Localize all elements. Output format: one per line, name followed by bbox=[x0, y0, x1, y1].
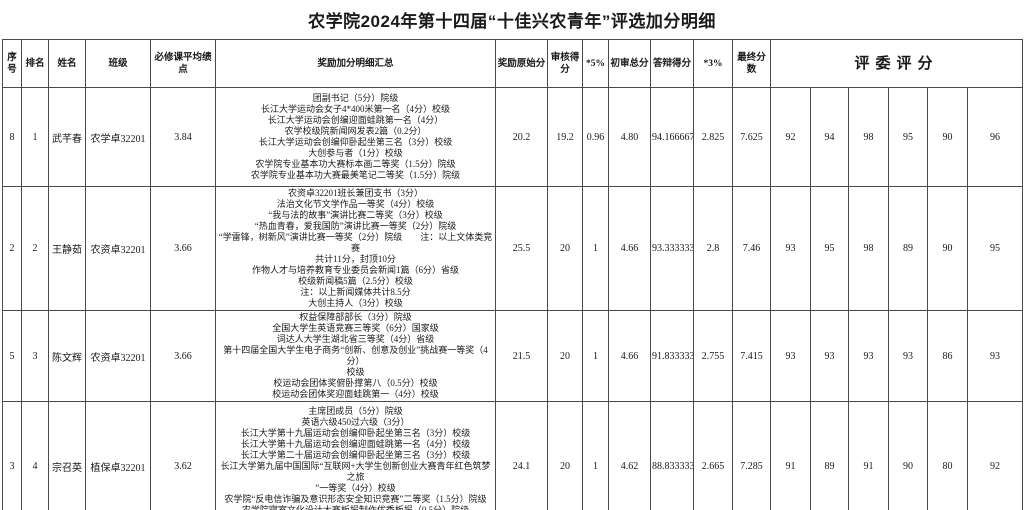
header-times3pct: *3% bbox=[693, 39, 733, 88]
judge-score-cell: 91 bbox=[848, 401, 889, 510]
header-judge-scores: 评委评分 bbox=[769, 39, 1024, 88]
header-bonus-details: 奖励加分明细汇总 bbox=[215, 39, 496, 88]
name-cell: 王静茹 bbox=[48, 186, 86, 311]
judge-score-cell: 98 bbox=[848, 87, 889, 187]
header-row: 序号 排名 姓名 班级 必修课平均绩点 奖励加分明细汇总 奖励原始分 审核得分 … bbox=[2, 39, 1024, 88]
initial-total-cell: 4.80 bbox=[608, 87, 651, 187]
header-rank: 排名 bbox=[21, 39, 49, 88]
raw-score-cell: 24.1 bbox=[495, 401, 548, 510]
class-cell: 植保卓32201 bbox=[85, 401, 151, 510]
final-score-cell: 7.625 bbox=[732, 87, 771, 187]
audit-score-cell: 20 bbox=[547, 186, 583, 311]
audit-score-cell: 20 bbox=[547, 401, 583, 510]
header-times5pct: *5% bbox=[582, 39, 609, 88]
final-score-cell: 7.46 bbox=[732, 186, 771, 311]
judge-score-cell: 90 bbox=[888, 401, 928, 510]
judge-score-cell: 92 bbox=[770, 87, 811, 187]
final-score-cell: 7.285 bbox=[732, 401, 771, 510]
judge-score-cell: 89 bbox=[888, 186, 928, 311]
header-audit-score: 审核得分 bbox=[547, 39, 583, 88]
raw-score-cell: 21.5 bbox=[495, 310, 548, 402]
serial-cell: 3 bbox=[2, 401, 22, 510]
judge-score-cell: 96 bbox=[966, 87, 1024, 187]
header-class: 班级 bbox=[85, 39, 151, 88]
judge-score-cell: 86 bbox=[927, 310, 968, 402]
serial-cell: 5 bbox=[2, 310, 22, 402]
judge-score-cell: 90 bbox=[927, 186, 968, 311]
raw-score-cell: 25.5 bbox=[495, 186, 548, 311]
header-gpa: 必修课平均绩点 bbox=[150, 39, 216, 88]
gpa-cell: 3.66 bbox=[150, 186, 216, 311]
defense-score-cell: 88.833333 bbox=[650, 401, 694, 510]
page-title: 农学院2024年第十四届“十佳兴农青年”评选加分明细 bbox=[308, 12, 716, 31]
header-name: 姓名 bbox=[48, 39, 86, 88]
name-cell: 陈文辉 bbox=[48, 310, 86, 402]
times5pct-cell: 1 bbox=[582, 186, 609, 311]
judge-score-cell: 93 bbox=[810, 310, 849, 402]
name-cell: 宗召英 bbox=[48, 401, 86, 510]
judge-score-cell: 92 bbox=[966, 401, 1024, 510]
judge-score-cell: 98 bbox=[848, 186, 889, 311]
gpa-cell: 3.84 bbox=[150, 87, 216, 187]
judge-score-cell: 90 bbox=[927, 87, 968, 187]
judge-score-cell: 93 bbox=[770, 186, 811, 311]
header-final-score: 最终分数 bbox=[732, 39, 771, 88]
times3pct-cell: 2.8 bbox=[693, 186, 733, 311]
times3pct-cell: 2.755 bbox=[693, 310, 733, 402]
judge-score-cell: 91 bbox=[770, 401, 811, 510]
judge-score-cell: 95 bbox=[966, 186, 1024, 311]
header-raw-score: 奖励原始分 bbox=[495, 39, 548, 88]
defense-score-cell: 93.333333 bbox=[650, 186, 694, 311]
class-cell: 农资卓32201 bbox=[85, 186, 151, 311]
header-defense-score: 答辩得分 bbox=[650, 39, 694, 88]
times5pct-cell: 1 bbox=[582, 401, 609, 510]
initial-total-cell: 4.66 bbox=[608, 186, 651, 311]
score-table: 序号 排名 姓名 班级 必修课平均绩点 奖励加分明细汇总 奖励原始分 审核得分 … bbox=[2, 39, 1024, 510]
gpa-cell: 3.66 bbox=[150, 310, 216, 402]
raw-score-cell: 20.2 bbox=[495, 87, 548, 187]
judge-score-cell: 93 bbox=[888, 310, 928, 402]
times5pct-cell: 0.96 bbox=[582, 87, 609, 187]
serial-cell: 8 bbox=[2, 87, 22, 187]
final-score-cell: 7.415 bbox=[732, 310, 771, 402]
table-row: 3 4 宗召英 植保卓32201 3.62 主席团成员（5分）院级 英语六级45… bbox=[2, 401, 1024, 510]
header-initial-total: 初审总分 bbox=[608, 39, 651, 88]
times3pct-cell: 2.825 bbox=[693, 87, 733, 187]
table-row: 8 1 武芊春 农学卓32201 3.84 团副书记（5分）院级 长江大学运动会… bbox=[2, 87, 1024, 187]
bonus-details-cell: 主席团成员（5分）院级 英语六级450过六级（3分） 长江大学第十九届运动会创编… bbox=[215, 401, 496, 510]
table-row: 5 3 陈文辉 农资卓32201 3.66 权益保障部部长（3分）院级 全国大学… bbox=[2, 310, 1024, 402]
class-cell: 农资卓32201 bbox=[85, 310, 151, 402]
judge-score-cell: 95 bbox=[810, 186, 849, 311]
judge-score-cell: 95 bbox=[888, 87, 928, 187]
header-serial: 序号 bbox=[2, 39, 22, 88]
judge-score-cell: 93 bbox=[848, 310, 889, 402]
rank-cell: 3 bbox=[21, 310, 49, 402]
times5pct-cell: 1 bbox=[582, 310, 609, 402]
gpa-cell: 3.62 bbox=[150, 401, 216, 510]
rank-cell: 1 bbox=[21, 87, 49, 187]
judge-score-cell: 80 bbox=[927, 401, 968, 510]
times3pct-cell: 2.665 bbox=[693, 401, 733, 510]
initial-total-cell: 4.62 bbox=[608, 401, 651, 510]
defense-score-cell: 91.833333 bbox=[650, 310, 694, 402]
audit-score-cell: 20 bbox=[547, 310, 583, 402]
judge-score-cell: 93 bbox=[770, 310, 811, 402]
audit-score-cell: 19.2 bbox=[547, 87, 583, 187]
judge-score-cell: 93 bbox=[966, 310, 1024, 402]
bonus-details-cell: 团副书记（5分）院级 长江大学运动会女子4*400米第一名（4分）校级 长江大学… bbox=[215, 87, 496, 187]
rank-cell: 4 bbox=[21, 401, 49, 510]
table-row: 2 2 王静茹 农资卓32201 3.66 农资卓32201班长兼团支书（3分）… bbox=[2, 186, 1024, 311]
rank-cell: 2 bbox=[21, 186, 49, 311]
name-cell: 武芊春 bbox=[48, 87, 86, 187]
judge-score-cell: 94 bbox=[810, 87, 849, 187]
bonus-details-cell: 农资卓32201班长兼团支书（3分） 法治文化节文学作品一等奖（4分）校级 “我… bbox=[215, 186, 496, 311]
bonus-details-cell: 权益保障部部长（3分）院级 全国大学生英语竞赛三等奖（6分）国家级 词达人大学生… bbox=[215, 310, 496, 402]
serial-cell: 2 bbox=[2, 186, 22, 311]
class-cell: 农学卓32201 bbox=[85, 87, 151, 187]
defense-score-cell: 94.166667 bbox=[650, 87, 694, 187]
judge-score-cell: 89 bbox=[810, 401, 849, 510]
initial-total-cell: 4.66 bbox=[608, 310, 651, 402]
